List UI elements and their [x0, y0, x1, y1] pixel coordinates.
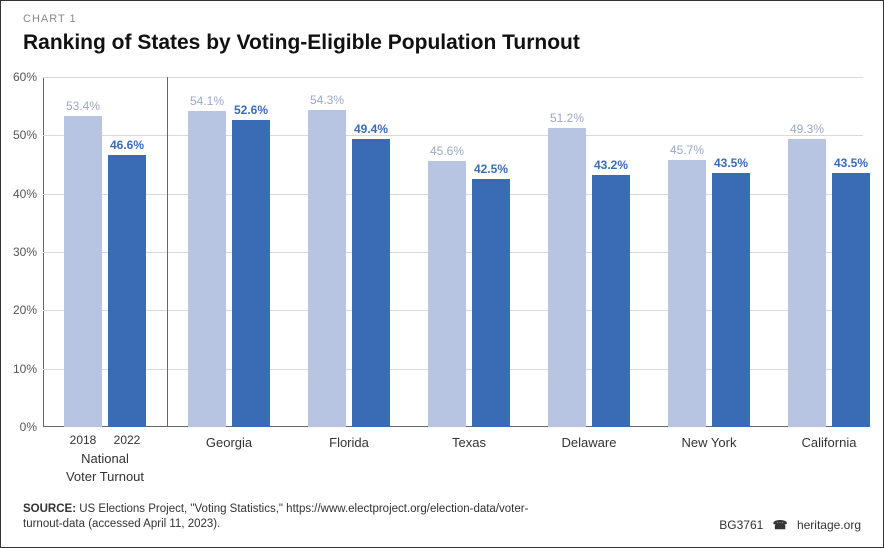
x-label: Voter Turnout [66, 469, 144, 484]
bar-value-label: 42.5% [474, 162, 508, 179]
bar: 53.4% [64, 116, 102, 428]
x-label: National [81, 451, 129, 466]
bar-value-label: 54.3% [310, 93, 344, 110]
group-divider [167, 77, 168, 427]
bar: 43.5% [712, 173, 750, 427]
bar-value-label: 52.6% [234, 103, 268, 120]
bar-value-label: 43.5% [714, 156, 748, 173]
chart-footer: SOURCE: US Elections Project, "Voting St… [23, 502, 861, 533]
bar: 54.3% [308, 110, 346, 427]
bar: 43.5% [832, 173, 870, 427]
source-text: US Elections Project, "Voting Statistics… [23, 503, 528, 531]
bar: 43.2% [592, 175, 630, 427]
bar-value-label: 49.3% [790, 122, 824, 139]
bar-value-label: 53.4% [66, 99, 100, 116]
gridline [43, 135, 863, 136]
bar-value-label: 43.5% [834, 156, 868, 173]
bar-value-label: 45.6% [430, 144, 464, 161]
y-tick-label: 20% [5, 303, 37, 317]
x-label: New York [682, 435, 737, 450]
phone-icon: ☎ [773, 517, 788, 533]
x-sublabel: 2018 [70, 433, 97, 447]
x-label: Florida [329, 435, 369, 450]
y-tick-label: 60% [5, 70, 37, 84]
bar: 54.1% [188, 111, 226, 427]
bar: 45.6% [428, 161, 466, 427]
x-label: California [802, 435, 857, 450]
chart-title: Ranking of States by Voting-Eligible Pop… [23, 31, 580, 55]
source-prefix: SOURCE: [23, 503, 76, 515]
bar: 42.5% [472, 179, 510, 427]
footer-site: heritage.org [797, 518, 861, 532]
bar: 51.2% [548, 128, 586, 427]
bar: 46.6% [108, 155, 146, 427]
chart-plot-area: 0%10%20%30%40%50%60%53.4%46.6%54.1%52.6%… [43, 77, 863, 427]
y-tick-label: 0% [5, 420, 37, 434]
bar: 49.3% [788, 139, 826, 427]
bar-value-label: 45.7% [670, 143, 704, 160]
bar-value-label: 49.4% [354, 122, 388, 139]
bar-value-label: 43.2% [594, 158, 628, 175]
y-tick-label: 50% [5, 128, 37, 142]
bar-value-label: 54.1% [190, 94, 224, 111]
x-label: Delaware [562, 435, 617, 450]
x-label: Georgia [206, 435, 252, 450]
y-tick-label: 40% [5, 187, 37, 201]
bar: 52.6% [232, 120, 270, 427]
bar: 49.4% [352, 139, 390, 427]
y-tick-label: 10% [5, 362, 37, 376]
bar-value-label: 46.6% [110, 138, 144, 155]
y-tick-label: 30% [5, 245, 37, 259]
footer-code: BG3761 [719, 518, 763, 532]
bar-value-label: 51.2% [550, 111, 584, 128]
bar: 45.7% [668, 160, 706, 427]
gridline [43, 77, 863, 78]
x-label: Texas [452, 435, 486, 450]
x-sublabel: 2022 [114, 433, 141, 447]
chart-number-label: CHART 1 [23, 13, 77, 25]
